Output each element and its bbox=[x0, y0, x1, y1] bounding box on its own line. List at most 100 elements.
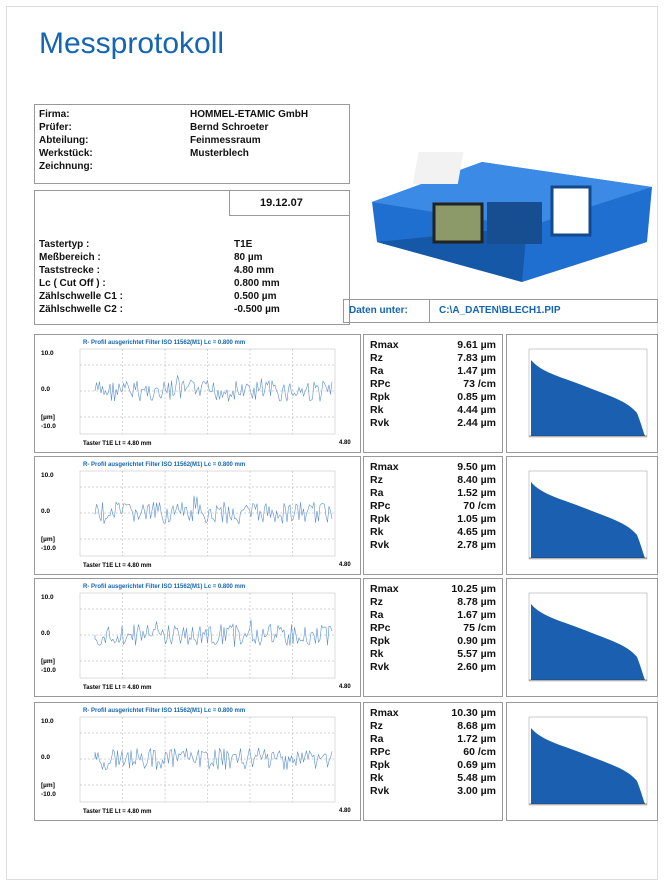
parameter-name: Rpk bbox=[370, 513, 390, 525]
y-label: [µm] bbox=[41, 536, 55, 543]
info-value: Musterblech bbox=[190, 148, 249, 159]
parameter-name: Rk bbox=[370, 526, 383, 538]
profile-box: R- Profil ausgerichtet Filter ISO 11562(… bbox=[34, 702, 361, 821]
parameter-value: 10.25 µm bbox=[451, 583, 496, 595]
parameter-name: Rz bbox=[370, 352, 383, 364]
parameter-value: 5.57 µm bbox=[457, 648, 496, 660]
parameter-name: Rk bbox=[370, 772, 383, 784]
parameter-name: Rz bbox=[370, 474, 383, 486]
info-value: Bernd Schroeter bbox=[190, 122, 268, 133]
date: 19.12.07 bbox=[260, 197, 303, 209]
parameter-value: 1.72 µm bbox=[457, 733, 496, 745]
parameter-value: 3.00 µm bbox=[457, 785, 496, 797]
parameter-value: 9.61 µm bbox=[457, 339, 496, 351]
profile-footer: Taster T1E Lt = 4.80 mm bbox=[83, 685, 151, 691]
parameter-value: 2.78 µm bbox=[457, 539, 496, 551]
title: Messprotokoll bbox=[39, 27, 224, 61]
parameter-name: Ra bbox=[370, 365, 383, 377]
parameter-value: 8.68 µm bbox=[457, 720, 496, 732]
info-label: Prüfer: bbox=[39, 122, 72, 133]
y-label: 10.0 bbox=[41, 350, 54, 357]
parameter-value: 75 /cm bbox=[463, 622, 496, 634]
parameter-name: Rz bbox=[370, 596, 383, 608]
setting-value: -0.500 µm bbox=[234, 304, 280, 315]
parameter-value: 73 /cm bbox=[463, 378, 496, 390]
info-label: Zeichnung: bbox=[39, 161, 93, 172]
bearing-box bbox=[506, 456, 658, 575]
profile-title: R- Profil ausgerichtet Filter ISO 11562(… bbox=[83, 708, 245, 714]
x-end-label: 4.80 bbox=[339, 808, 351, 814]
profile-footer: Taster T1E Lt = 4.80 mm bbox=[83, 809, 151, 815]
parameter-name: Rvk bbox=[370, 539, 389, 551]
parameter-name: Rmax bbox=[370, 583, 399, 595]
parameter-name: Rpk bbox=[370, 635, 390, 647]
profile-title: R- Profil ausgerichtet Filter ISO 11562(… bbox=[83, 462, 245, 468]
parameter-name: RPc bbox=[370, 500, 390, 512]
parameter-value: 1.52 µm bbox=[457, 487, 496, 499]
bearing-chart bbox=[507, 703, 657, 820]
parameter-name: RPc bbox=[370, 746, 390, 758]
parameter-value: 4.65 µm bbox=[457, 526, 496, 538]
y-label: 10.0 bbox=[41, 718, 54, 725]
y-label: 10.0 bbox=[41, 472, 54, 479]
setting-value: T1E bbox=[234, 239, 252, 250]
profile-line bbox=[95, 496, 332, 524]
bearing-box bbox=[506, 334, 658, 453]
parameter-value: 7.83 µm bbox=[457, 352, 496, 364]
parameter-value: 5.48 µm bbox=[457, 772, 496, 784]
parameter-name: Ra bbox=[370, 733, 383, 745]
parameter-name: Rvk bbox=[370, 661, 389, 673]
date-box: 19.12.07 bbox=[229, 190, 350, 216]
parameter-name: Ra bbox=[370, 487, 383, 499]
device-image bbox=[362, 132, 657, 292]
y-label: 0.0 bbox=[41, 630, 50, 637]
bearing-chart bbox=[507, 457, 657, 574]
profile-box: R- Profil ausgerichtet Filter ISO 11562(… bbox=[34, 578, 361, 697]
setting-value: 0.500 µm bbox=[234, 291, 276, 302]
setting-label: Tastertyp : bbox=[39, 239, 89, 250]
page-body: Messprotokoll Firma:HOMMEL-ETAMIC GmbHPr… bbox=[0, 0, 664, 885]
bearing-box bbox=[506, 702, 658, 821]
setting-value: 4.80 mm bbox=[234, 265, 274, 276]
parameter-name: Rvk bbox=[370, 417, 389, 429]
y-label: [µm] bbox=[41, 414, 55, 421]
parameter-name: Rpk bbox=[370, 391, 390, 403]
info-value: Feinmessraum bbox=[190, 135, 261, 146]
setting-label: Meßbereich : bbox=[39, 252, 101, 263]
parameter-value: 0.90 µm bbox=[457, 635, 496, 647]
setting-label: Zählschwelle C1 : bbox=[39, 291, 123, 302]
profile-box: R- Profil ausgerichtet Filter ISO 11562(… bbox=[34, 456, 361, 575]
bearing-box bbox=[506, 578, 658, 697]
parameter-value: 1.05 µm bbox=[457, 513, 496, 525]
parameter-value: 2.44 µm bbox=[457, 417, 496, 429]
parameter-value: 10.30 µm bbox=[451, 707, 496, 719]
parameter-value: 60 /cm bbox=[463, 746, 496, 758]
parameter-box: Rmax9.50 µmRz8.40 µmRa1.52 µmRPc70 /cmRp… bbox=[363, 456, 503, 575]
y-label: 0.0 bbox=[41, 386, 50, 393]
parameter-value: 0.69 µm bbox=[457, 759, 496, 771]
bearing-chart bbox=[507, 335, 657, 452]
x-end-label: 4.80 bbox=[339, 440, 351, 446]
parameter-name: Rpk bbox=[370, 759, 390, 771]
bearing-chart bbox=[507, 579, 657, 696]
parameter-value: 1.47 µm bbox=[457, 365, 496, 377]
profile-footer: Taster T1E Lt = 4.80 mm bbox=[83, 441, 151, 447]
parameter-name: Ra bbox=[370, 609, 383, 621]
setting-value: 0.800 mm bbox=[234, 278, 280, 289]
profile-title: R- Profil ausgerichtet Filter ISO 11562(… bbox=[83, 584, 245, 590]
data-location-label: Daten unter: bbox=[349, 305, 408, 316]
parameter-value: 2.60 µm bbox=[457, 661, 496, 673]
info-value: HOMMEL-ETAMIC GmbH bbox=[190, 109, 308, 120]
profile-footer: Taster T1E Lt = 4.80 mm bbox=[83, 563, 151, 569]
parameter-value: 70 /cm bbox=[463, 500, 496, 512]
profile-chart: R- Profil ausgerichtet Filter ISO 11562(… bbox=[35, 457, 360, 574]
y-label: 0.0 bbox=[41, 508, 50, 515]
parameter-name: RPc bbox=[370, 378, 390, 390]
setting-label: Lc ( Cut Off ) : bbox=[39, 278, 106, 289]
profile-box: R- Profil ausgerichtet Filter ISO 11562(… bbox=[34, 334, 361, 453]
y-label: 0.0 bbox=[41, 754, 50, 761]
